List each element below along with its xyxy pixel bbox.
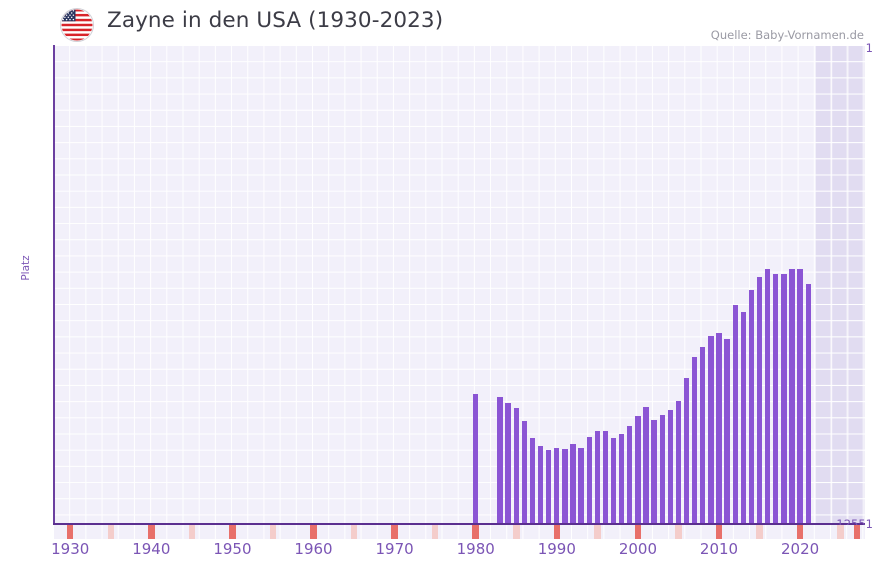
bar-2017[interactable] (773, 274, 779, 523)
x-tick-minor-2015 (756, 525, 763, 539)
bar-2007[interactable] (692, 356, 698, 523)
bar-2000[interactable] (635, 415, 641, 523)
chart-header: Zayne in den USA (1930-2023) Quelle: Bab… (0, 0, 873, 46)
x-tick-minor-1995 (594, 525, 601, 539)
bar-1986[interactable] (521, 421, 528, 523)
bar-2013[interactable] (740, 311, 747, 523)
bar-2010[interactable] (716, 332, 722, 523)
bar-2002[interactable] (651, 420, 657, 523)
bar-2012[interactable] (732, 305, 738, 523)
us-flag-icon (61, 9, 93, 41)
x-tick-major-1960 (310, 525, 317, 539)
x-axis-label-1940: 1940 (132, 540, 171, 558)
bar-2016[interactable] (765, 269, 771, 523)
x-axis-label-1950: 1950 (213, 540, 252, 558)
bar-2014[interactable] (748, 289, 755, 523)
bar-1997[interactable] (610, 438, 617, 523)
x-axis-tick-strip (54, 525, 865, 539)
x-axis-label-2020: 2020 (781, 540, 820, 558)
bar-1998[interactable] (619, 434, 625, 523)
source-label: Quelle: Baby-Vornamen.de (710, 28, 864, 42)
plot-area (54, 46, 865, 523)
x-axis-label-1960: 1960 (294, 540, 333, 558)
y-axis-top-tick-label: 1 (865, 41, 873, 55)
bar-1995[interactable] (594, 431, 601, 523)
bar-2011[interactable] (724, 339, 730, 523)
x-tick-minor-1935 (107, 525, 114, 539)
bar-2006[interactable] (683, 377, 690, 523)
bar-2019[interactable] (789, 269, 795, 523)
x-tick-minor-1955 (269, 525, 277, 539)
bar-1990[interactable] (554, 448, 560, 523)
x-tick-minor-1985 (513, 525, 520, 539)
chart-title: Zayne in den USA (1930-2023) (107, 8, 444, 33)
bar-1984[interactable] (505, 403, 511, 523)
x-tick-major-2010 (715, 525, 723, 539)
bar-2004[interactable] (667, 410, 674, 523)
bar-2020[interactable] (797, 269, 803, 523)
x-axis-label-1980: 1980 (456, 540, 495, 558)
x-axis-label-1990: 1990 (537, 540, 576, 558)
bar-1980[interactable] (473, 394, 479, 523)
bar-2001[interactable] (643, 406, 649, 523)
x-tick-major-1990 (553, 525, 561, 539)
x-tick-major-1950 (229, 525, 236, 539)
x-tick-minor-2005 (675, 525, 682, 539)
x-axis-label-1970: 1970 (375, 540, 414, 558)
bar-2005[interactable] (675, 400, 682, 523)
bar-1983[interactable] (497, 396, 503, 523)
bar-1992[interactable] (570, 443, 576, 523)
bar-2008[interactable] (700, 346, 706, 523)
bar-1985[interactable] (513, 408, 519, 523)
bar-2003[interactable] (659, 414, 665, 523)
x-tick-major-2000 (634, 525, 642, 539)
x-tick-minor-1965 (350, 525, 358, 539)
bar-1989[interactable] (546, 449, 552, 523)
bar-2018[interactable] (781, 273, 787, 523)
x-axis-label-2000: 2000 (618, 540, 657, 558)
bar-1988[interactable] (537, 445, 544, 523)
bar-2021[interactable] (805, 284, 811, 523)
shaded-region-grid (816, 46, 865, 523)
x-tick-major-1930 (66, 525, 74, 539)
x-tick-major-2027 (853, 525, 861, 539)
bar-1999[interactable] (627, 425, 633, 523)
bar-1991[interactable] (562, 448, 568, 523)
x-axis-label-2010: 2010 (699, 540, 739, 558)
bar-1994[interactable] (586, 437, 592, 523)
x-tick-major-1940 (148, 525, 155, 539)
bar-1993[interactable] (578, 447, 584, 523)
bar-2009[interactable] (708, 336, 714, 523)
bar-1996[interactable] (602, 430, 609, 523)
x-tick-minor-2025 (837, 525, 844, 539)
bar-1987[interactable] (529, 438, 536, 523)
x-tick-minor-1975 (431, 525, 439, 539)
y-axis-title: Platz (20, 255, 32, 281)
y-axis-line (53, 45, 55, 524)
x-axis-label-1930: 1930 (51, 540, 90, 558)
x-tick-minor-1945 (188, 525, 196, 539)
bar-2015[interactable] (756, 276, 763, 523)
x-tick-major-1970 (391, 525, 398, 539)
x-axis-line (53, 523, 865, 525)
x-tick-major-2020 (796, 525, 804, 539)
x-tick-major-1980 (472, 525, 479, 539)
